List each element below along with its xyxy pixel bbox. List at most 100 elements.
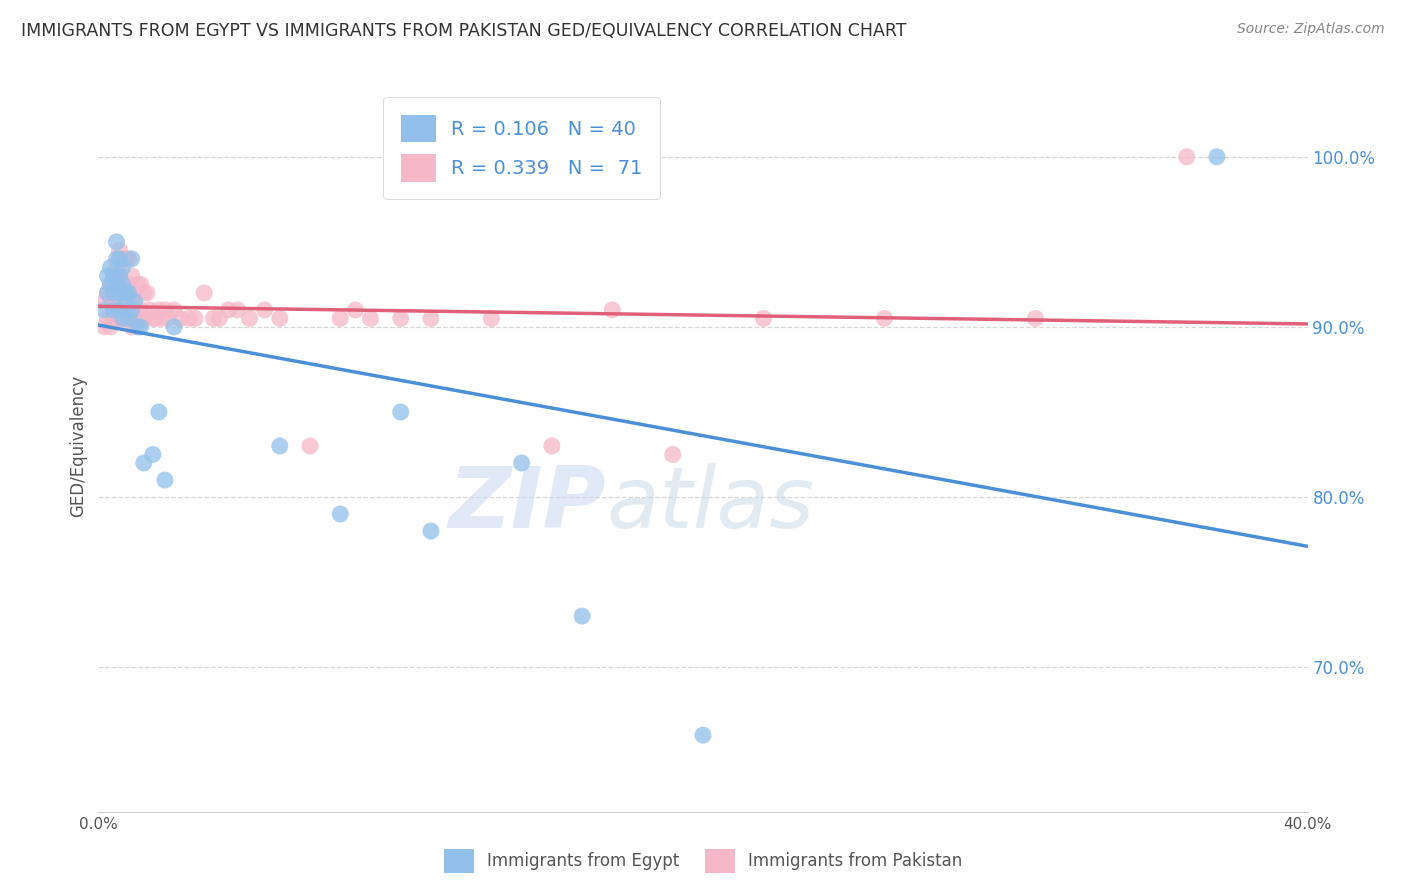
Text: ZIP: ZIP	[449, 463, 606, 546]
Point	[121, 252, 143, 266]
Point	[124, 302, 146, 317]
Point	[111, 311, 134, 326]
Point	[129, 302, 152, 317]
Point	[96, 268, 118, 283]
Point	[299, 439, 322, 453]
Point	[96, 285, 118, 300]
Point	[752, 311, 775, 326]
Point	[103, 311, 125, 326]
Point	[389, 311, 412, 326]
Point	[1024, 311, 1046, 326]
Point	[692, 728, 714, 742]
Point	[169, 311, 191, 326]
Point	[114, 311, 136, 326]
Point	[108, 268, 131, 283]
Point	[93, 302, 115, 317]
Point	[139, 302, 162, 317]
Point	[132, 311, 155, 326]
Point	[602, 302, 624, 317]
Point	[121, 294, 143, 309]
Point	[510, 456, 533, 470]
Point	[129, 320, 152, 334]
Point	[208, 311, 231, 326]
Point	[217, 302, 239, 317]
Point	[239, 311, 262, 326]
Point	[1206, 150, 1229, 164]
Point	[873, 311, 896, 326]
Point	[105, 252, 128, 266]
Point	[150, 311, 173, 326]
Point	[93, 320, 115, 334]
Point	[121, 268, 143, 283]
Point	[105, 235, 128, 249]
Point	[132, 456, 155, 470]
Point	[360, 311, 382, 326]
Point	[148, 405, 170, 419]
Point	[103, 268, 125, 283]
Point	[269, 311, 291, 326]
Point	[111, 277, 134, 292]
Point	[127, 277, 149, 292]
Point	[118, 277, 141, 292]
Point	[329, 311, 352, 326]
Point	[108, 268, 131, 283]
Point	[103, 294, 125, 309]
Point	[118, 285, 141, 300]
Point	[100, 294, 122, 309]
Point	[129, 277, 152, 292]
Y-axis label: GED/Equivalency: GED/Equivalency	[69, 375, 87, 517]
Point	[135, 285, 157, 300]
Legend: Immigrants from Egypt, Immigrants from Pakistan: Immigrants from Egypt, Immigrants from P…	[437, 842, 969, 880]
Point	[420, 311, 443, 326]
Point	[661, 448, 683, 462]
Point	[114, 285, 136, 300]
Point	[389, 405, 412, 419]
Point	[114, 294, 136, 309]
Point	[108, 302, 131, 317]
Text: Source: ZipAtlas.com: Source: ZipAtlas.com	[1237, 22, 1385, 37]
Point	[103, 268, 125, 283]
Legend: R = 0.106   N = 40, R = 0.339   N =  71: R = 0.106 N = 40, R = 0.339 N = 71	[384, 97, 659, 199]
Point	[540, 439, 562, 453]
Point	[96, 285, 118, 300]
Point	[202, 311, 225, 326]
Point	[571, 609, 593, 624]
Point	[184, 311, 207, 326]
Point	[108, 311, 131, 326]
Point	[103, 285, 125, 300]
Point	[108, 285, 131, 300]
Point	[111, 302, 134, 317]
Point	[193, 285, 215, 300]
Point	[105, 285, 128, 300]
Point	[111, 252, 134, 266]
Point	[127, 311, 149, 326]
Point	[114, 252, 136, 266]
Point	[179, 311, 201, 326]
Point	[420, 524, 443, 538]
Point	[105, 260, 128, 275]
Point	[108, 252, 131, 266]
Point	[108, 285, 131, 300]
Point	[329, 507, 352, 521]
Point	[111, 260, 134, 275]
Point	[142, 311, 165, 326]
Point	[148, 302, 170, 317]
Text: atlas: atlas	[606, 463, 814, 546]
Point	[142, 448, 165, 462]
Point	[163, 302, 186, 317]
Point	[156, 311, 179, 326]
Point	[153, 302, 176, 317]
Point	[127, 320, 149, 334]
Point	[145, 311, 167, 326]
Point	[93, 294, 115, 309]
Point	[114, 285, 136, 300]
Point	[105, 277, 128, 292]
Point	[153, 473, 176, 487]
Point	[103, 302, 125, 317]
Point	[163, 320, 186, 334]
Point	[1175, 150, 1198, 164]
Point	[269, 439, 291, 453]
Point	[481, 311, 503, 326]
Point	[124, 285, 146, 300]
Point	[100, 320, 122, 334]
